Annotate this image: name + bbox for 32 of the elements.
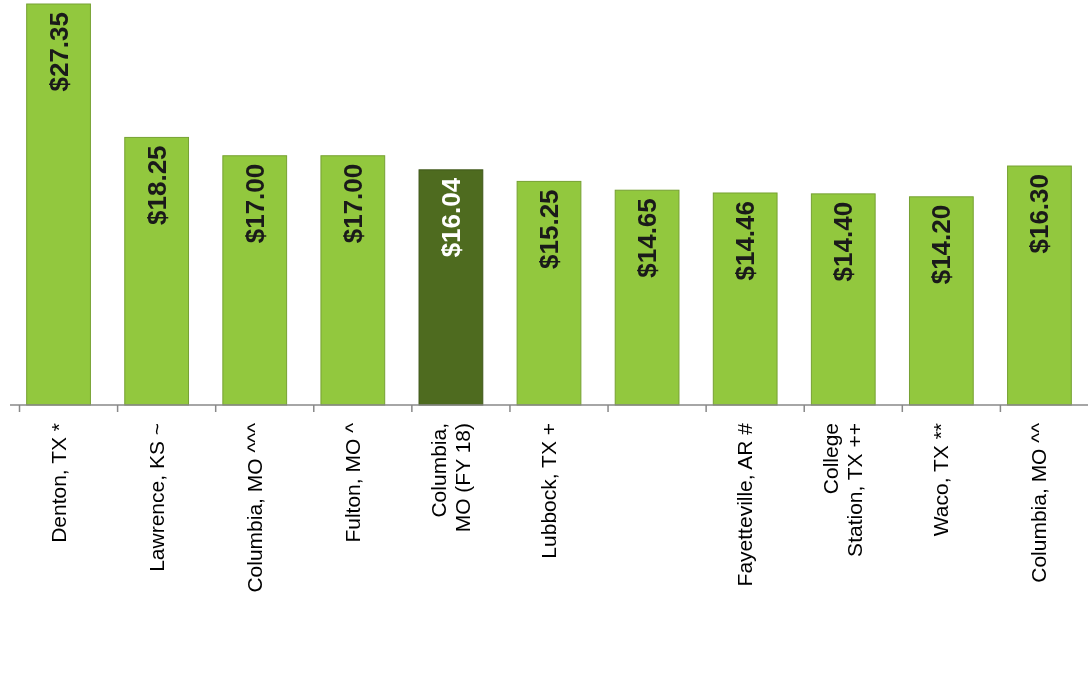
bar xyxy=(320,155,386,406)
x-tick-label: Lubbock, TX + xyxy=(537,423,560,559)
data-label: $16.04 xyxy=(435,177,466,258)
data-label: $18.25 xyxy=(141,145,172,225)
bar xyxy=(124,136,190,406)
data-label: $16.30 xyxy=(1024,174,1055,254)
data-label: $14.46 xyxy=(730,200,761,281)
data-label: $15.25 xyxy=(534,189,564,269)
x-tick-label: Columbia, MO ^^^ xyxy=(242,422,266,593)
data-label: $14.65 xyxy=(632,198,663,278)
bar xyxy=(908,196,974,406)
x-tick-label: Fayetteville, AR # xyxy=(733,422,757,587)
bar xyxy=(1007,165,1072,406)
bar xyxy=(516,180,582,406)
x-tick-label: Columbia, MO (FY 18) xyxy=(426,423,474,533)
data-label: $14.20 xyxy=(926,204,957,285)
data-label: $14.40 xyxy=(828,201,859,282)
x-tick-label: College Station, TX ++ xyxy=(819,423,867,557)
bar xyxy=(418,169,484,406)
data-label: $17.00 xyxy=(337,163,368,244)
x-tick-label: Waco, TX ** xyxy=(929,423,953,537)
bar xyxy=(222,155,288,406)
bar xyxy=(26,3,91,406)
data-label: $17.00 xyxy=(239,163,270,244)
bar xyxy=(810,193,876,406)
bar xyxy=(614,189,680,406)
x-tick-label: Denton, TX * xyxy=(46,423,70,543)
bar xyxy=(712,192,778,406)
data-label: $27.35 xyxy=(43,12,74,92)
x-tick-label: Columbia, MO ^^ xyxy=(1027,422,1051,583)
x-tick-label: Lawrence, KS ~ xyxy=(144,423,168,572)
x-tick-label: Fulton, MO ^ xyxy=(340,422,364,543)
